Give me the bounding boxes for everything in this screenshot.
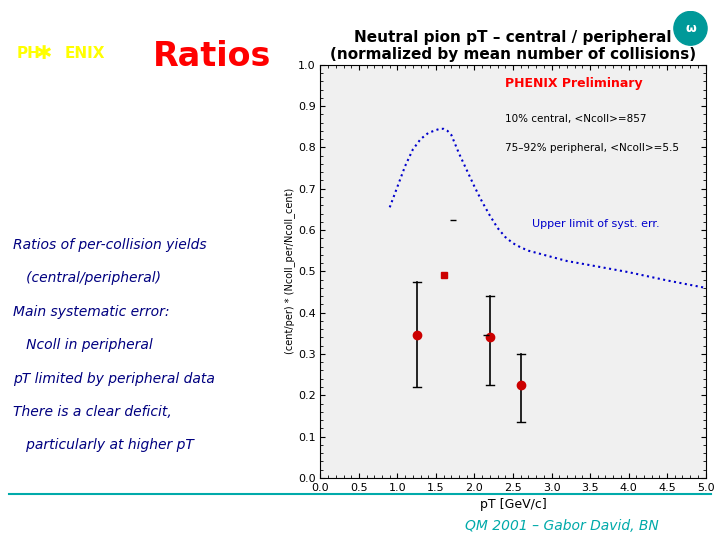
X-axis label: pT [GeV/c]: pT [GeV/c] (480, 498, 546, 511)
Text: Ncoll in peripheral: Ncoll in peripheral (13, 338, 153, 352)
Text: Ratios: Ratios (153, 40, 271, 73)
Text: Upper limit of syst. err.: Upper limit of syst. err. (532, 219, 660, 229)
Y-axis label: (cent/per) * (Ncoll_per/Ncoll_cent): (cent/per) * (Ncoll_per/Ncoll_cent) (284, 188, 295, 354)
Text: Ratios of per-collision yields: Ratios of per-collision yields (13, 238, 207, 252)
Text: pT limited by peripheral data: pT limited by peripheral data (13, 372, 215, 386)
Text: ENIX: ENIX (64, 45, 105, 60)
Text: ✱: ✱ (36, 44, 53, 63)
Text: PHENIX Preliminary: PHENIX Preliminary (505, 77, 643, 90)
Text: Main systematic error:: Main systematic error: (13, 305, 169, 319)
Title: Neutral pion pT – central / peripheral
(normalized by mean number of collisions): Neutral pion pT – central / peripheral (… (330, 30, 696, 62)
Text: PH: PH (17, 45, 40, 60)
Circle shape (674, 11, 707, 45)
Text: particularly at higher pT: particularly at higher pT (13, 438, 194, 453)
Text: 75–92% peripheral, <Ncoll>=5.5: 75–92% peripheral, <Ncoll>=5.5 (505, 143, 679, 153)
Text: QM 2001 – Gabor David, BN: QM 2001 – Gabor David, BN (464, 519, 659, 534)
Text: There is a clear deficit,: There is a clear deficit, (13, 405, 171, 419)
Text: ω: ω (685, 22, 696, 35)
Text: 10% central, <Ncoll>=857: 10% central, <Ncoll>=857 (505, 114, 647, 124)
Text: (central/peripheral): (central/peripheral) (13, 271, 161, 285)
